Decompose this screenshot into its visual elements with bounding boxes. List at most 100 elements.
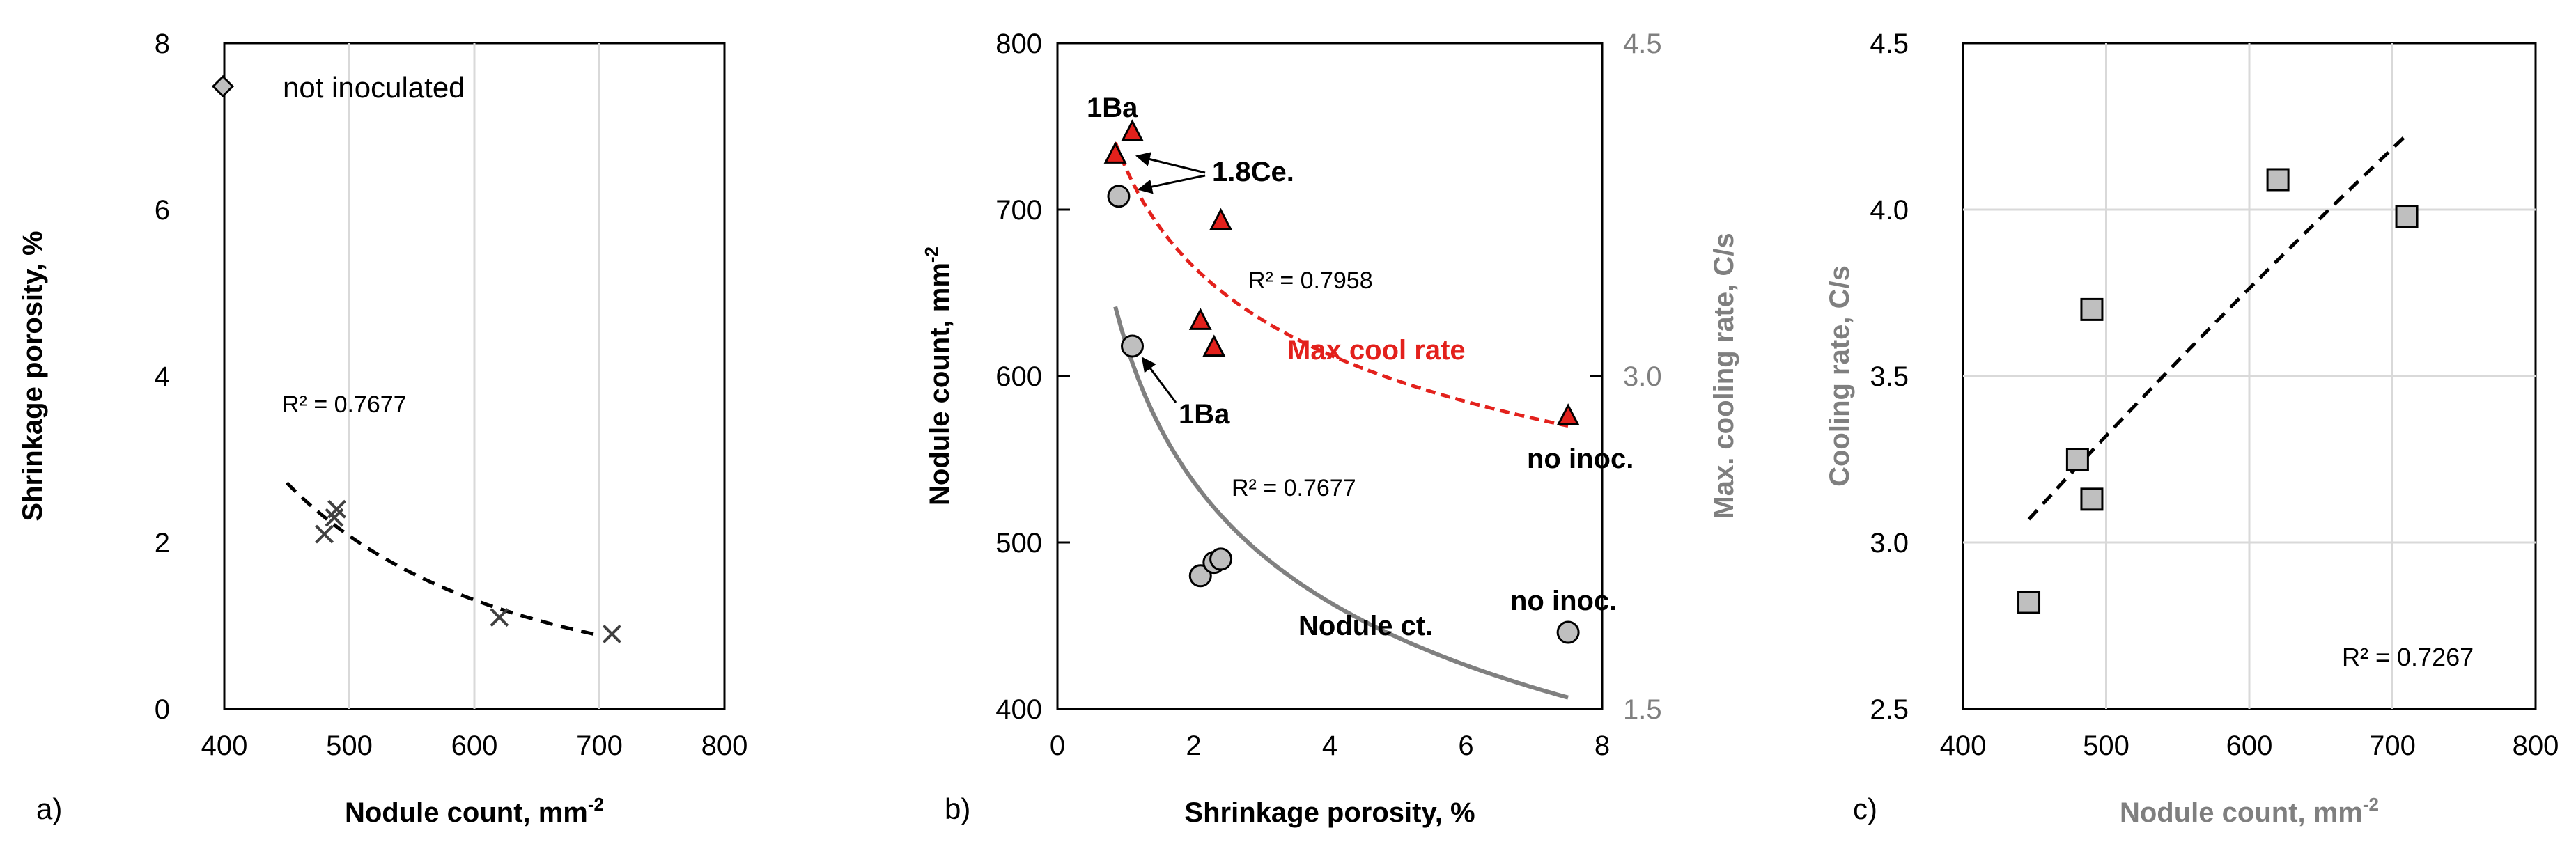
x-tick-label: 4 (1322, 730, 1337, 761)
y-tick-label: 8 (155, 29, 170, 59)
annotation-no-inoc-right: no inoc. (1527, 444, 1634, 474)
x-axis-title-c-text: Nodule count, mm (2120, 797, 2363, 828)
arrow-1-8ce-a (1135, 152, 1206, 174)
max-cool-rate-label: Max cool rate (1287, 335, 1466, 366)
gridlines-c (1963, 43, 2536, 709)
nodule-ct-label: Nodule ct. (1298, 611, 1433, 641)
arrow-1-8ce-b (1137, 174, 1206, 194)
r2-label-c: R² = 0.7267 (2342, 643, 2474, 671)
x-marker-stroke (603, 625, 621, 643)
x-axis-title-a-text: Nodule count, mm (345, 797, 588, 828)
y-axis-title-b: Nodule count, mm-2 (921, 247, 955, 506)
data-point-triangle (1556, 403, 1580, 425)
trendline-a (286, 481, 600, 637)
y-tick-label: 2.5 (1870, 694, 1909, 725)
data-point-square (2395, 205, 2419, 228)
r2-label-b-red: R² = 0.7958 (1248, 267, 1373, 294)
legend-marker-diamond (211, 75, 235, 98)
x-tick-label: 400 (1940, 730, 1987, 761)
panel-label-a: a) (36, 792, 62, 825)
y-tick-label: 700 (995, 195, 1042, 226)
data-point-triangle (1103, 141, 1127, 164)
panel-label-b: b) (945, 792, 970, 825)
y-tick-label: 4.5 (1870, 29, 1909, 59)
y2-axis-title-b: Max. cooling rate, C/s (1709, 233, 1739, 519)
x-ticks-c: 400 500 600 700 800 (1940, 730, 2559, 761)
chart-b: 400 500 600 700 800 1.5 3.0 4.5 0 2 4 6 8 1Ba 1.8C… (921, 29, 1739, 828)
x-tick-label: 6 (1458, 730, 1473, 761)
x-marker-stroke (315, 524, 334, 544)
annotation-1-8ce: 1.8Ce. (1212, 157, 1294, 187)
x-axis-title-a: Nodule count, mm-2 (345, 794, 604, 828)
data-point-circle (1556, 620, 1580, 644)
x-tick-label: 800 (2513, 730, 2559, 761)
x-tick-label: 700 (2369, 730, 2416, 761)
y2-ticks-b: 1.5 3.0 4.5 (1590, 29, 1662, 725)
points-b (1103, 119, 1580, 644)
data-point-triangle (1188, 308, 1212, 330)
x-axis-title-a-sup: -2 (588, 794, 604, 815)
y-tick-label: 3.5 (1870, 361, 1909, 392)
x-tick-label: 8 (1595, 730, 1610, 761)
data-point-triangle (1121, 119, 1144, 141)
x-tick-label: 400 (201, 730, 248, 761)
data-point-triangle (1209, 208, 1233, 230)
y-axis-title-c: Cooling rate, C/s (1824, 265, 1855, 487)
y-tick-label: 600 (995, 361, 1042, 392)
y-tick-label: 6 (155, 195, 170, 226)
points-c (2017, 168, 2419, 614)
data-point-square (2017, 591, 2041, 614)
x-tick-label: 700 (576, 730, 623, 761)
x-tick-label: 2 (1186, 730, 1201, 761)
r2-label-a: R² = 0.7677 (282, 391, 407, 418)
x-tick-label: 600 (2226, 730, 2273, 761)
data-point-x (315, 524, 334, 544)
annotation-1ba-mid: 1Ba (1179, 399, 1230, 430)
chart-a: 0 2 4 6 8 400 500 600 700 800 not inoculated R² … (17, 29, 747, 828)
y-tick-label: 4.0 (1870, 195, 1909, 226)
x-tick-label: 500 (326, 730, 373, 761)
chart-c: 2.5 3.0 3.5 4.0 4.5 400 500 600 700 800 R² = 0.7… (1824, 29, 2559, 828)
y-tick-label: 0 (155, 694, 170, 725)
x-axis-title-c: Nodule count, mm-2 (2120, 794, 2379, 828)
trendlines-b (1113, 141, 1569, 700)
y-tick-label: 3.0 (1870, 528, 1909, 558)
y2-tick-label: 1.5 (1623, 694, 1662, 725)
gridlines-a (348, 43, 600, 709)
x-axis-title-c-sup: -2 (2363, 794, 2379, 815)
cooling-rate-trendline (1113, 141, 1569, 428)
panel-label-c: c) (1853, 792, 1877, 825)
data-point-circle (1107, 185, 1131, 208)
x-marker-stroke (327, 499, 346, 519)
x-tick-label: 600 (451, 730, 498, 761)
x-tick-label: 500 (2083, 730, 2129, 761)
points-a (315, 499, 621, 643)
y-tick-label: 400 (995, 694, 1042, 725)
trendline-c (2027, 133, 2408, 521)
y-axis-title-a: Shrinkage porosity, % (17, 230, 48, 521)
nodule-count-trendline (1113, 306, 1569, 700)
data-point-square (2266, 168, 2290, 192)
trendline-curve (2027, 133, 2408, 521)
annotation-no-inoc-left: no inoc. (1510, 586, 1617, 616)
y-tick-label: 800 (995, 29, 1042, 59)
y-ticks-a: 0 2 4 6 8 (155, 29, 170, 725)
y2-tick-label: 3.0 (1623, 361, 1662, 392)
data-point-x (327, 499, 346, 519)
data-point-square (2065, 448, 2089, 471)
x-marker-stroke (490, 608, 509, 627)
data-point-circle (1188, 564, 1212, 588)
x-tick-label: 0 (1050, 730, 1065, 761)
y-tick-label: 2 (155, 528, 170, 558)
y-axis-title-b-text: Nodule count, mm (924, 263, 955, 506)
y-tick-label: 500 (995, 528, 1042, 558)
x-ticks-a: 400 500 600 700 800 (201, 730, 748, 761)
y-axis-title-b-sup: -2 (921, 247, 942, 263)
data-point-x (603, 625, 621, 643)
legend-label: not inoculated (283, 71, 465, 104)
trendline-curve (286, 481, 600, 637)
data-point-square (2080, 487, 2104, 511)
y-ticks-b: 400 500 600 700 800 (995, 29, 1070, 725)
data-point-square (2080, 297, 2104, 321)
